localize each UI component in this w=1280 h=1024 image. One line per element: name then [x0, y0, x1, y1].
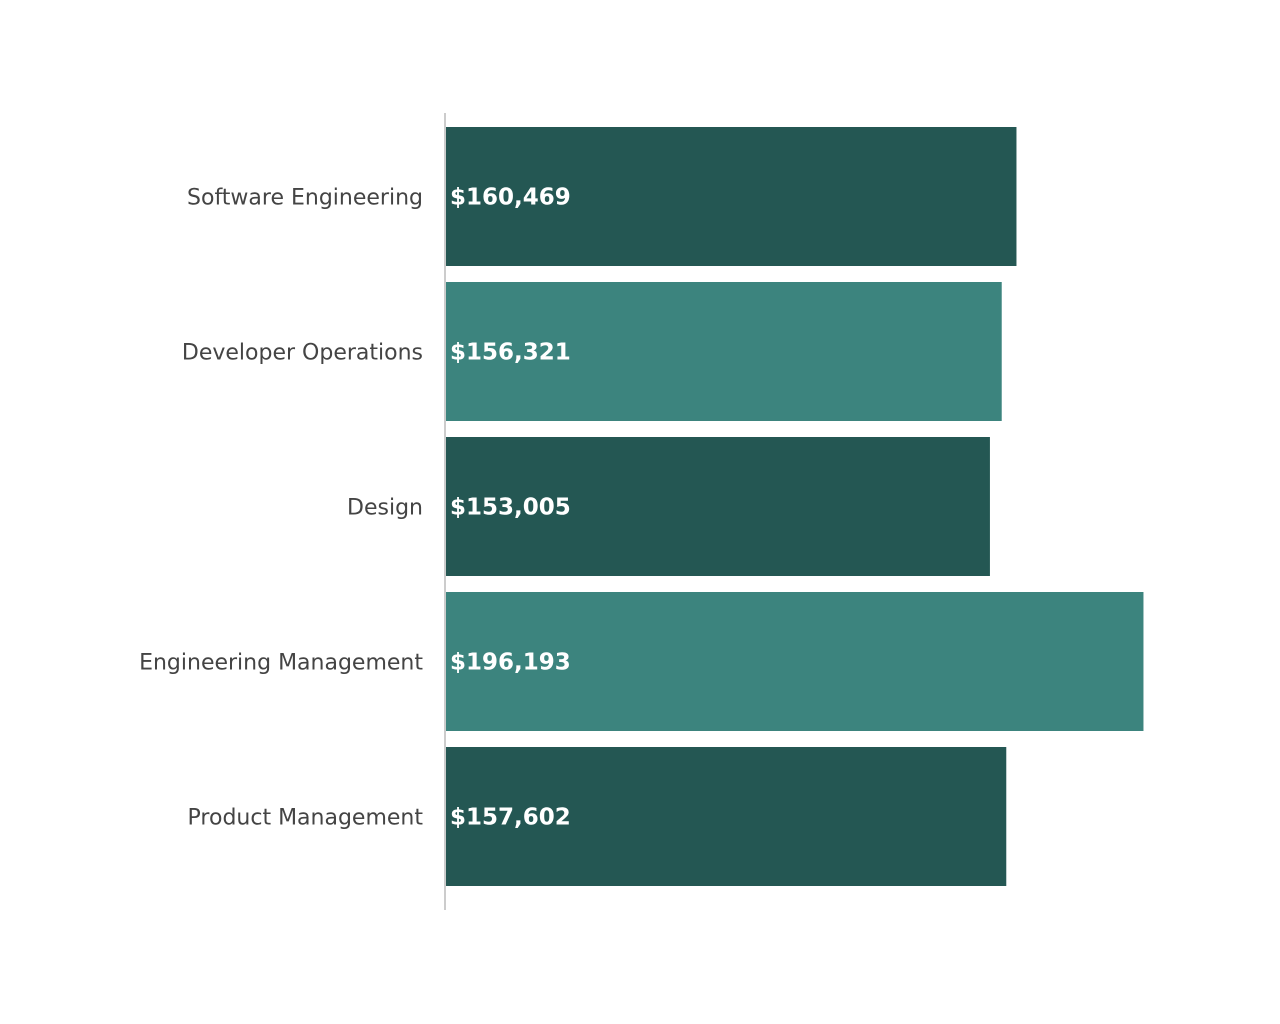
- value-label: $153,005: [450, 495, 571, 521]
- bar-product-management: [446, 747, 1007, 886]
- category-label: Product Management: [188, 806, 424, 831]
- value-label: $157,602: [450, 805, 571, 831]
- category-label: Engineering Management: [139, 651, 423, 676]
- bar-developer-operations: [446, 282, 1002, 421]
- bar-design: [446, 437, 990, 576]
- category-label: Software Engineering: [187, 186, 423, 211]
- bar-software-engineering: [446, 127, 1017, 266]
- value-label: $156,321: [450, 340, 571, 366]
- value-label: $196,193: [450, 650, 571, 676]
- value-label: $160,469: [450, 185, 571, 211]
- category-label: Design: [347, 496, 423, 521]
- category-label: Developer Operations: [182, 341, 423, 366]
- bars-group: Software Engineering $160,469 Developer Op…: [139, 127, 1144, 886]
- bar-engineering-management: [446, 592, 1144, 731]
